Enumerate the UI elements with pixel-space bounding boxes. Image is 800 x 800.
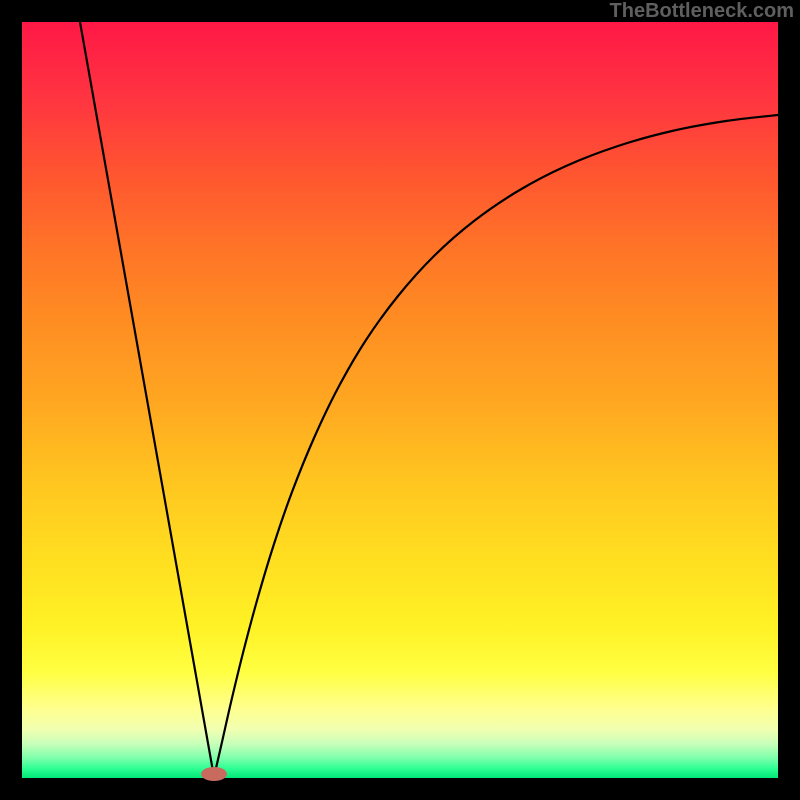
bottleneck-curve: [80, 22, 778, 777]
curve-overlay: [22, 22, 778, 778]
chart-canvas: TheBottleneck.com: [0, 0, 800, 800]
watermark-label: TheBottleneck.com: [610, 0, 794, 23]
plot-area: [22, 22, 778, 778]
minimum-marker: [201, 767, 227, 781]
